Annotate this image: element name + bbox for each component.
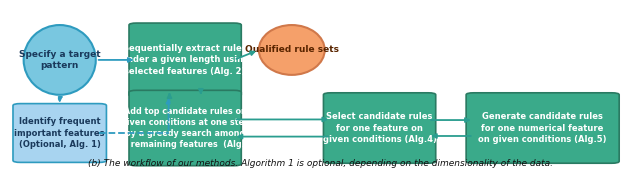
FancyBboxPatch shape	[323, 93, 436, 163]
FancyBboxPatch shape	[129, 23, 241, 97]
Text: Specify a target
pattern: Specify a target pattern	[19, 50, 100, 70]
Text: Sequentially extract rules
under a given length using
selected features (Alg. 2): Sequentially extract rules under a given…	[121, 44, 249, 76]
Text: Add top candidate rules on
given conditions at one step
by a greedy search among: Add top candidate rules on given conditi…	[113, 107, 257, 149]
Ellipse shape	[259, 25, 324, 75]
FancyBboxPatch shape	[129, 90, 241, 166]
FancyBboxPatch shape	[466, 93, 619, 163]
Ellipse shape	[24, 25, 96, 95]
FancyBboxPatch shape	[13, 104, 106, 162]
Text: Qualified rule sets: Qualified rule sets	[244, 45, 339, 54]
Text: Generate candidate rules
for one numerical feature
on given conditions (Alg.5): Generate candidate rules for one numeric…	[479, 112, 607, 144]
Text: (b) The workflow of our methods. Algorithm 1 is optional, depending on the dimen: (b) The workflow of our methods. Algorit…	[88, 159, 552, 168]
Text: Identify frequent
important features
(Optional, Alg. 1): Identify frequent important features (Op…	[15, 117, 105, 149]
Text: Select candidate rules
for one feature on
given conditions (Alg.4): Select candidate rules for one feature o…	[323, 112, 436, 144]
